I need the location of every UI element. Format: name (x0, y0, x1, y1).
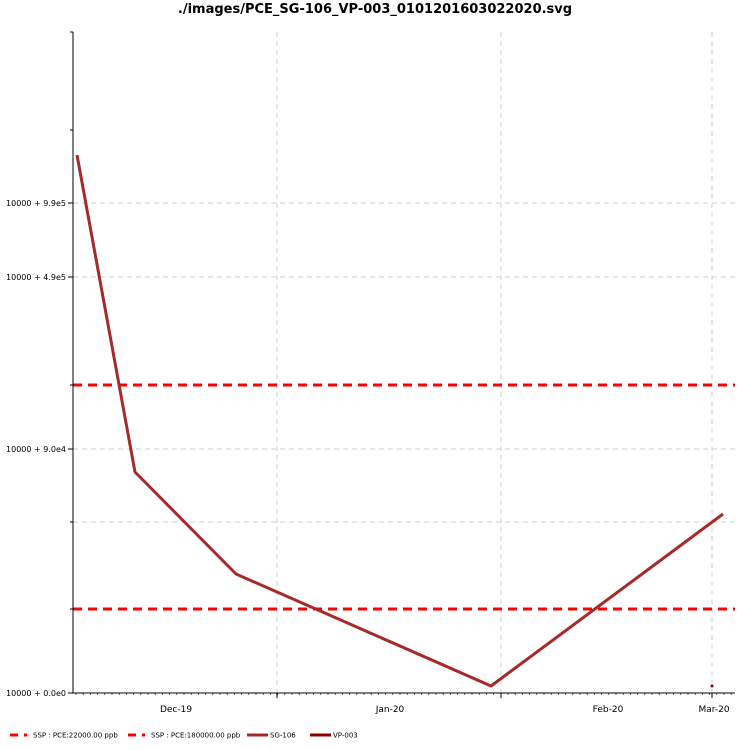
y-tick-labels: 10000 + 0.0e0 10000 + 9.0e4 10000 + 4.9e5 1… (6, 199, 66, 698)
legend-item: VP-003 (310, 732, 358, 740)
legend-label: SSP : PCE:22000.00 ppb (33, 732, 118, 740)
axes (68, 31, 735, 698)
legend-label: SG-106 (270, 732, 296, 740)
y-tick-label: 10000 + 0.0e0 (6, 689, 66, 698)
y-tick-label: 10000 + 9.0e4 (6, 445, 66, 454)
chart-title: ./images/PCE_SG-106_VP-003_0101201603022… (178, 2, 572, 17)
legend-item: SG-106 (247, 732, 296, 740)
reference-lines (73, 383, 735, 611)
series-line (75, 154, 724, 688)
legend: SSP : PCE:22000.00 ppb SSP : PCE:180000.0… (10, 732, 358, 740)
data-point (710, 684, 714, 688)
x-tick-label: Dec-19 (160, 705, 192, 715)
series-lines (75, 154, 724, 688)
legend-label: VP-003 (333, 732, 358, 740)
legend-label: SSP : PCE:180000.00 ppb (151, 732, 241, 740)
legend-item: SSP : PCE:180000.00 ppb (128, 732, 241, 740)
x-tick-label: Jan-20 (375, 705, 405, 715)
x-tick-label: Feb-20 (593, 705, 624, 715)
x-tick-labels: Dec-19 Jan-20 Feb-20 Mar-20 (160, 705, 730, 715)
x-tick-label: Mar-20 (698, 705, 729, 715)
grid-lines (73, 32, 735, 693)
y-tick-label: 10000 + 4.9e5 (6, 273, 66, 282)
legend-item: SSP : PCE:22000.00 ppb (10, 732, 118, 740)
y-tick-label: 10000 + 9.9e5 (6, 199, 66, 208)
